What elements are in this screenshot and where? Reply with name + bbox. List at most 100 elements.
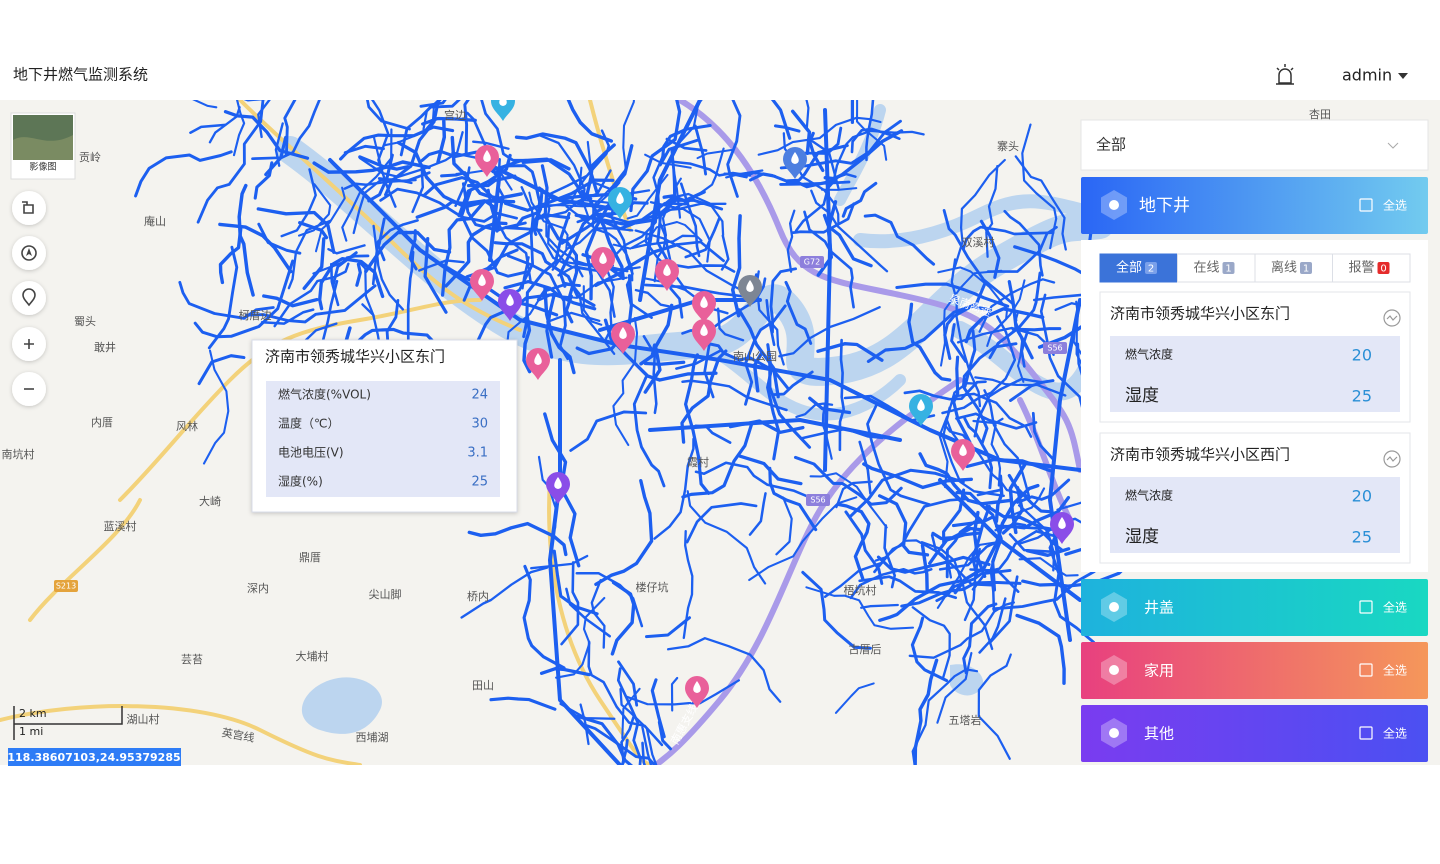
user-menu[interactable]: admin: [1342, 66, 1392, 85]
status-tab[interactable]: 在线 1: [1177, 253, 1256, 283]
pin-glyph: [506, 294, 514, 306]
map-pin[interactable]: [655, 259, 679, 291]
pin-glyph: [700, 324, 708, 336]
select-all-checkbox[interactable]: [1359, 600, 1373, 614]
status-tab[interactable]: 报警 0: [1332, 253, 1411, 283]
pipe: [467, 521, 568, 557]
pipe: [778, 306, 881, 358]
pipe: [785, 179, 836, 189]
button-bg: [12, 191, 46, 225]
basemap-switch[interactable]: 影像图: [10, 112, 76, 180]
pipe: [538, 134, 586, 206]
pipe: [962, 225, 1055, 251]
icon: [22, 288, 36, 307]
reading-label: 湿度: [1125, 527, 1159, 547]
popup-row-value: 25: [471, 475, 488, 490]
pin-glyph: [700, 296, 708, 308]
pipe: [978, 278, 1056, 333]
map-pin[interactable]: [526, 348, 550, 380]
compass-button[interactable]: [12, 236, 46, 270]
pipe: [330, 262, 340, 307]
zoom-out-button[interactable]: [12, 372, 46, 406]
pipe: [496, 158, 532, 283]
select-all-checkbox[interactable]: [1359, 663, 1373, 677]
pipe: [972, 417, 1004, 425]
pin-glyph: [746, 280, 754, 292]
pipe: [952, 392, 1033, 438]
select-all-label: 全选: [1383, 198, 1407, 213]
zoom-in-button[interactable]: [12, 327, 46, 361]
tab-label: 离线: [1271, 260, 1297, 276]
map-pin[interactable]: [470, 269, 494, 301]
pipe: [655, 147, 725, 220]
place-label: 鼎厝: [299, 551, 321, 564]
place-label: 庵山: [144, 214, 166, 228]
map-pin[interactable]: [491, 89, 515, 121]
map-pin[interactable]: [951, 439, 975, 471]
group-header[interactable]: 其他 全选: [1081, 705, 1428, 762]
status-tab[interactable]: 全部 2: [1099, 253, 1178, 283]
pipe: [685, 502, 758, 544]
alarm-icon[interactable]: [1276, 64, 1294, 85]
map-pin[interactable]: [783, 147, 807, 179]
rotate-button[interactable]: [12, 191, 46, 225]
pipe: [803, 210, 855, 309]
map-pin[interactable]: [909, 394, 933, 426]
pipe: [863, 213, 936, 266]
filter-select[interactable]: [1080, 119, 1429, 171]
pipe: [218, 222, 293, 274]
road-label: G72: [804, 258, 820, 267]
status-tab[interactable]: 离线 1: [1254, 253, 1333, 283]
pipe: [910, 616, 949, 683]
pipe: [694, 461, 820, 503]
map-pin[interactable]: [1050, 512, 1074, 544]
pipe: [858, 440, 872, 495]
popup-row-label: 电池电压(V): [278, 446, 344, 460]
pipe: [985, 164, 999, 258]
pipe: [907, 302, 952, 382]
pipe: [253, 161, 274, 200]
pipe: [639, 343, 657, 366]
pipe: [560, 561, 580, 646]
scale-bar: 2 km 1 mi: [13, 706, 123, 740]
pipe: [610, 201, 653, 319]
popup-row-label: 温度（℃）: [278, 416, 339, 431]
map-pin[interactable]: [611, 322, 635, 354]
pipe: [658, 138, 699, 167]
map-pin[interactable]: [498, 289, 522, 321]
pipe: [809, 472, 888, 529]
place-label: 贡岭: [79, 150, 101, 164]
pipe: [666, 637, 782, 703]
pipe: [768, 466, 818, 532]
pipe: [440, 198, 495, 297]
group-bg: [1081, 177, 1428, 234]
select-all-checkbox[interactable]: [1359, 726, 1373, 740]
group-header[interactable]: 地下井 全选: [1081, 177, 1428, 234]
map-pin[interactable]: [546, 472, 570, 504]
group-name: 家用: [1144, 662, 1174, 680]
pipe: [566, 100, 614, 143]
pipe: [411, 165, 425, 214]
tab-bg: [1332, 253, 1411, 283]
group-bg: [1081, 642, 1428, 699]
map-pin[interactable]: [591, 247, 615, 279]
map-pin[interactable]: [692, 291, 716, 323]
pipe: [805, 100, 810, 129]
place-label: 南山公园: [733, 350, 777, 363]
group-header[interactable]: 井盖 全选: [1081, 579, 1428, 636]
map-pin[interactable]: [738, 275, 762, 307]
user-caret[interactable]: [1398, 73, 1408, 79]
pipe: [364, 230, 452, 274]
pipe: [345, 254, 370, 260]
map-pin[interactable]: [475, 145, 499, 177]
locate-button[interactable]: [12, 281, 46, 315]
pipe: [1018, 557, 1079, 577]
map-pin[interactable]: [692, 319, 716, 351]
pipe: [1008, 533, 1056, 554]
map-pin[interactable]: [685, 676, 709, 708]
select-all-checkbox[interactable]: [1359, 198, 1373, 212]
map-pin[interactable]: [608, 187, 632, 219]
group-header[interactable]: 家用 全选: [1081, 642, 1428, 699]
